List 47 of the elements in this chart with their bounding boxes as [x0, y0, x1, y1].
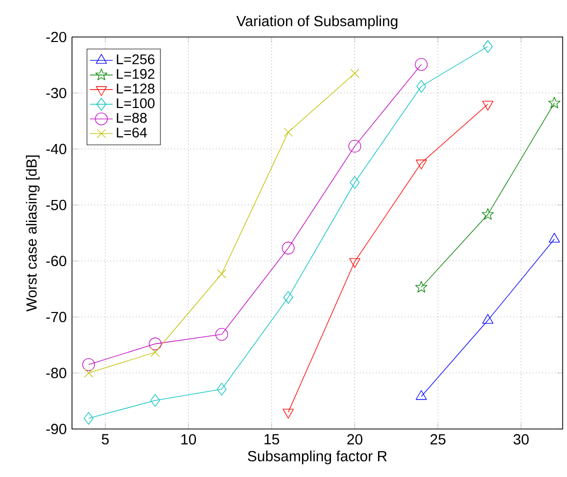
- point: [282, 242, 295, 254]
- legend-label: L=88: [116, 112, 147, 123]
- y-tick-label: -60: [46, 256, 66, 266]
- x-axis-title: Subsampling factor R: [248, 450, 387, 464]
- y-tick-label: -20: [46, 32, 66, 42]
- legend-label: L=256: [116, 54, 154, 64]
- point: [148, 338, 162, 350]
- point: [217, 269, 226, 278]
- point: [482, 40, 493, 53]
- point: [416, 80, 426, 93]
- point: [350, 176, 360, 189]
- point: [150, 394, 160, 407]
- point: [416, 390, 427, 400]
- x-tick-label: 10: [181, 434, 196, 445]
- point: [548, 96, 560, 108]
- point: [82, 358, 95, 371]
- point: [84, 368, 94, 378]
- x-tick-label: 15: [264, 434, 280, 444]
- point: [414, 58, 428, 71]
- x-tick-label: 20: [347, 434, 362, 445]
- point: [350, 68, 360, 78]
- point: [348, 140, 362, 153]
- legend-label: L=128: [116, 84, 154, 94]
- point: [150, 348, 160, 357]
- chart-title: Variation of Subsampling: [236, 16, 398, 30]
- x-tick-label: 5: [102, 434, 109, 444]
- point: [283, 291, 294, 304]
- point: [482, 208, 494, 220]
- y-tick-label: -40: [46, 144, 66, 154]
- y-tick-label: -90: [46, 424, 66, 434]
- point: [216, 382, 227, 396]
- point: [84, 412, 94, 425]
- legend-label: L=100: [116, 98, 155, 108]
- legend-label: L=64: [116, 128, 147, 138]
- legend-label: L=192: [116, 69, 154, 79]
- y-axis-title: Worst case aliasing [dB]: [26, 156, 40, 312]
- point: [284, 128, 293, 137]
- y-tick-label: -50: [46, 200, 66, 210]
- x-tick-label: 25: [430, 434, 446, 445]
- point: [482, 314, 494, 324]
- x-tick-label: 30: [513, 434, 529, 445]
- point: [548, 232, 560, 242]
- point: [415, 280, 428, 292]
- point: [215, 328, 228, 341]
- y-tick-label: -80: [46, 368, 66, 378]
- y-tick-label: -30: [46, 88, 66, 98]
- y-tick-label: -70: [46, 312, 66, 322]
